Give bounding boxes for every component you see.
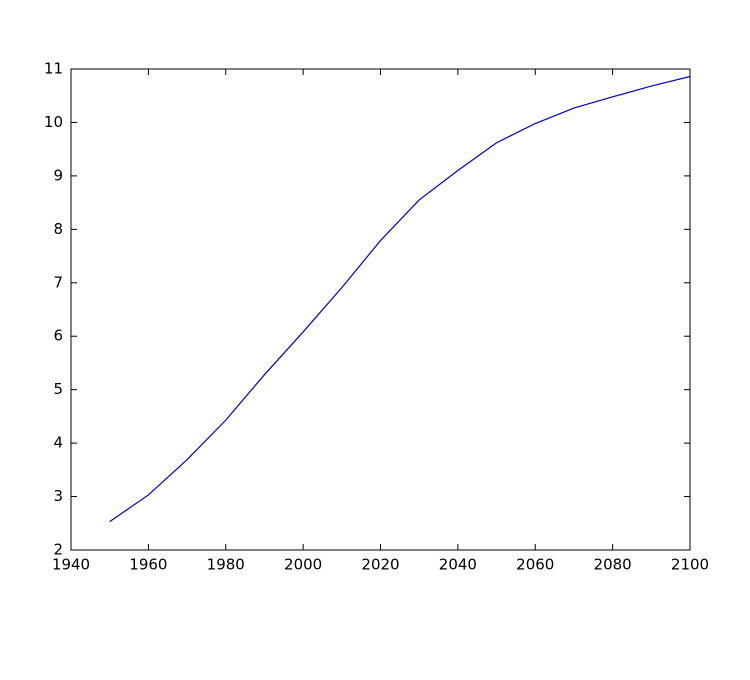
- y-tick-label: 11: [44, 60, 63, 78]
- x-tick-label: 2000: [284, 556, 322, 574]
- line: [109, 75, 691, 523]
- x-tick-label: 1980: [207, 556, 245, 574]
- y-tick-label: 9: [53, 166, 63, 184]
- y-tick-label: 7: [53, 273, 63, 291]
- y-tick-label: 6: [53, 327, 63, 345]
- plot-area: [70, 68, 691, 551]
- x-tick-label: 2060: [516, 556, 554, 574]
- x-tick-label: 1940: [52, 556, 90, 574]
- x-tick-label: 2020: [361, 556, 399, 574]
- x-tick-label: 1960: [129, 556, 167, 574]
- x-tick-label: 2100: [671, 556, 709, 574]
- x-tick-label: 2040: [439, 556, 477, 574]
- y-tick-label: 3: [53, 487, 63, 505]
- y-tick-label: 8: [53, 220, 63, 238]
- y-tick-label: 2: [53, 541, 63, 559]
- x-tick-label: 2080: [594, 556, 632, 574]
- y-tick-label: 10: [44, 113, 63, 131]
- y-tick-label: 5: [53, 380, 63, 398]
- y-tick-label: 4: [53, 434, 63, 452]
